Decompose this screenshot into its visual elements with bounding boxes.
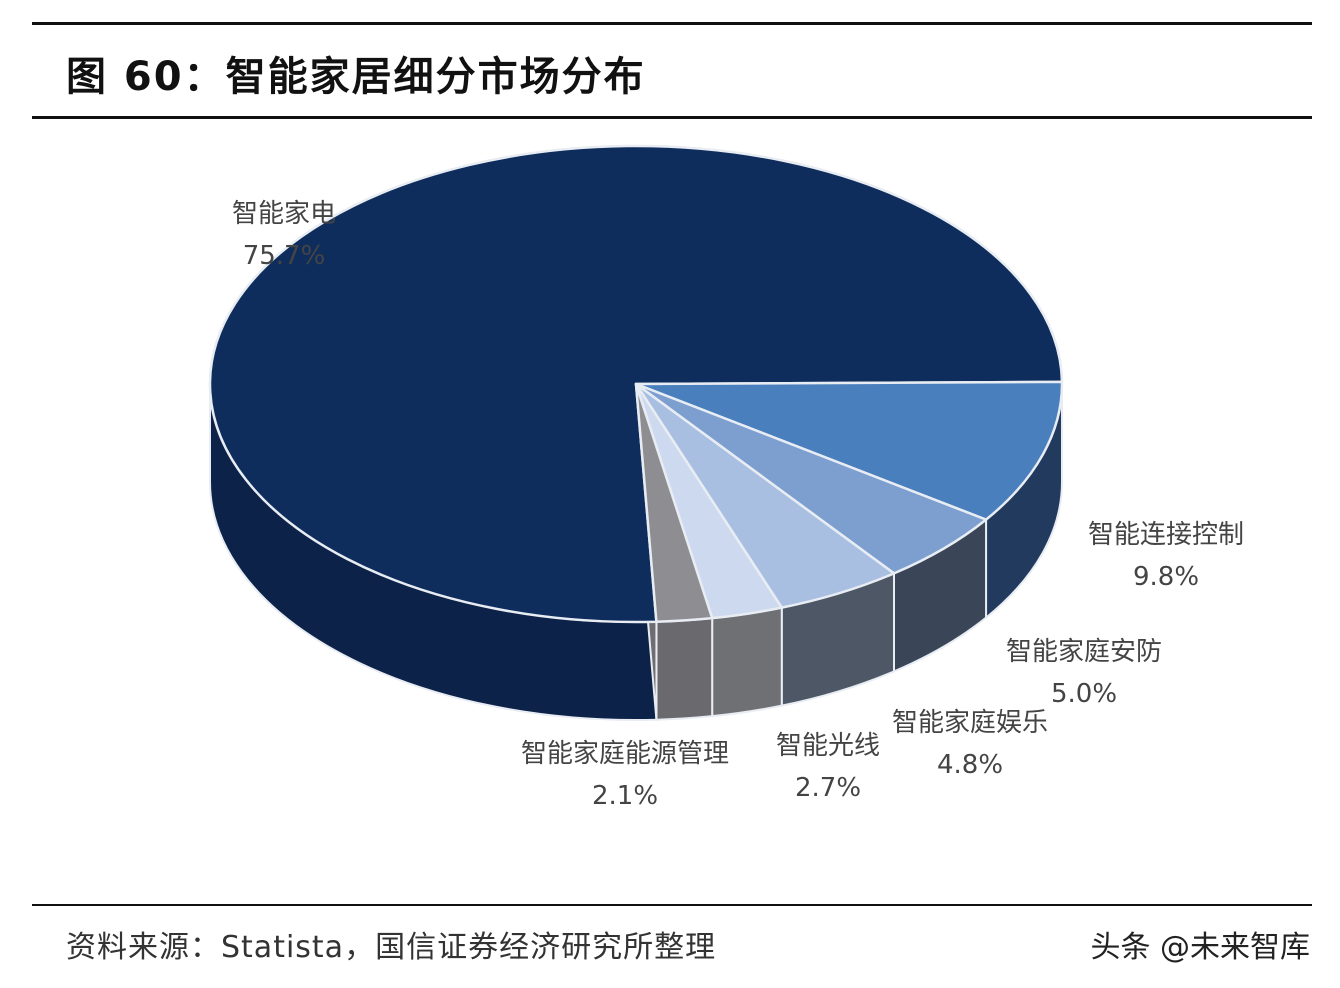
- slice-value-label: 4.8%: [937, 750, 1003, 780]
- footer-rule: [32, 904, 1312, 906]
- slice-name-label: 智能家庭娱乐: [892, 708, 1048, 738]
- pie-labels: 智能家电 75.7% 智能连接控制 9.8% 智能家庭安防 5.0%智能家庭娱乐 4.8% 智…: [232, 199, 1244, 811]
- watermark: 头条 @未来智库: [1090, 930, 1310, 965]
- pie-side-wall: [711, 606, 783, 718]
- pie-side-wall: [655, 617, 714, 721]
- title-rule: [32, 116, 1312, 119]
- pie-slice: [634, 380, 1064, 521]
- slice-value-label: 2.1%: [592, 781, 658, 811]
- slice-value-label: 5.0%: [1051, 679, 1117, 709]
- top-rule: [32, 22, 1312, 25]
- slice-value-label: 75.7%: [243, 241, 326, 271]
- pie-slice: [634, 382, 714, 623]
- slice-name-label: 智能连接控制: [1088, 520, 1244, 550]
- slice-value-label: 2.7%: [795, 773, 861, 803]
- source-note: 资料来源：Statista，国信证券经济研究所整理: [66, 930, 717, 965]
- slice-name-label: 智能家庭能源管理: [521, 739, 729, 769]
- pie-slices: [208, 144, 1064, 624]
- slice-name-label: 智能光线: [776, 731, 880, 761]
- slice-name-label: 智能家庭安防: [1006, 637, 1162, 667]
- slice-name-label: 智能家电: [232, 199, 336, 229]
- figure-title: 图 60：智能家居细分市场分布: [66, 54, 646, 100]
- slice-value-label: 9.8%: [1133, 562, 1199, 592]
